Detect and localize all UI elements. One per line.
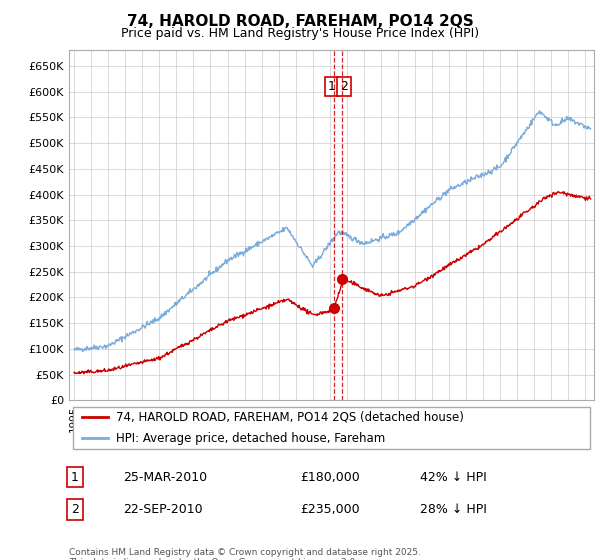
Text: 1: 1: [328, 80, 335, 93]
Text: HPI: Average price, detached house, Fareham: HPI: Average price, detached house, Fare…: [116, 432, 386, 445]
Text: 28% ↓ HPI: 28% ↓ HPI: [420, 503, 487, 516]
Text: £180,000: £180,000: [300, 470, 360, 484]
Text: 74, HAROLD ROAD, FAREHAM, PO14 2QS: 74, HAROLD ROAD, FAREHAM, PO14 2QS: [127, 14, 473, 29]
Text: 25-MAR-2010: 25-MAR-2010: [123, 470, 207, 484]
Text: 22-SEP-2010: 22-SEP-2010: [123, 503, 203, 516]
Text: Contains HM Land Registry data © Crown copyright and database right 2025.
This d: Contains HM Land Registry data © Crown c…: [69, 548, 421, 560]
Text: £235,000: £235,000: [300, 503, 359, 516]
Text: 1: 1: [71, 470, 79, 484]
Text: 42% ↓ HPI: 42% ↓ HPI: [420, 470, 487, 484]
Text: Price paid vs. HM Land Registry's House Price Index (HPI): Price paid vs. HM Land Registry's House …: [121, 27, 479, 40]
Text: 2: 2: [340, 80, 348, 93]
Text: 2: 2: [71, 503, 79, 516]
FancyBboxPatch shape: [73, 407, 590, 449]
Text: 74, HAROLD ROAD, FAREHAM, PO14 2QS (detached house): 74, HAROLD ROAD, FAREHAM, PO14 2QS (deta…: [116, 411, 464, 424]
